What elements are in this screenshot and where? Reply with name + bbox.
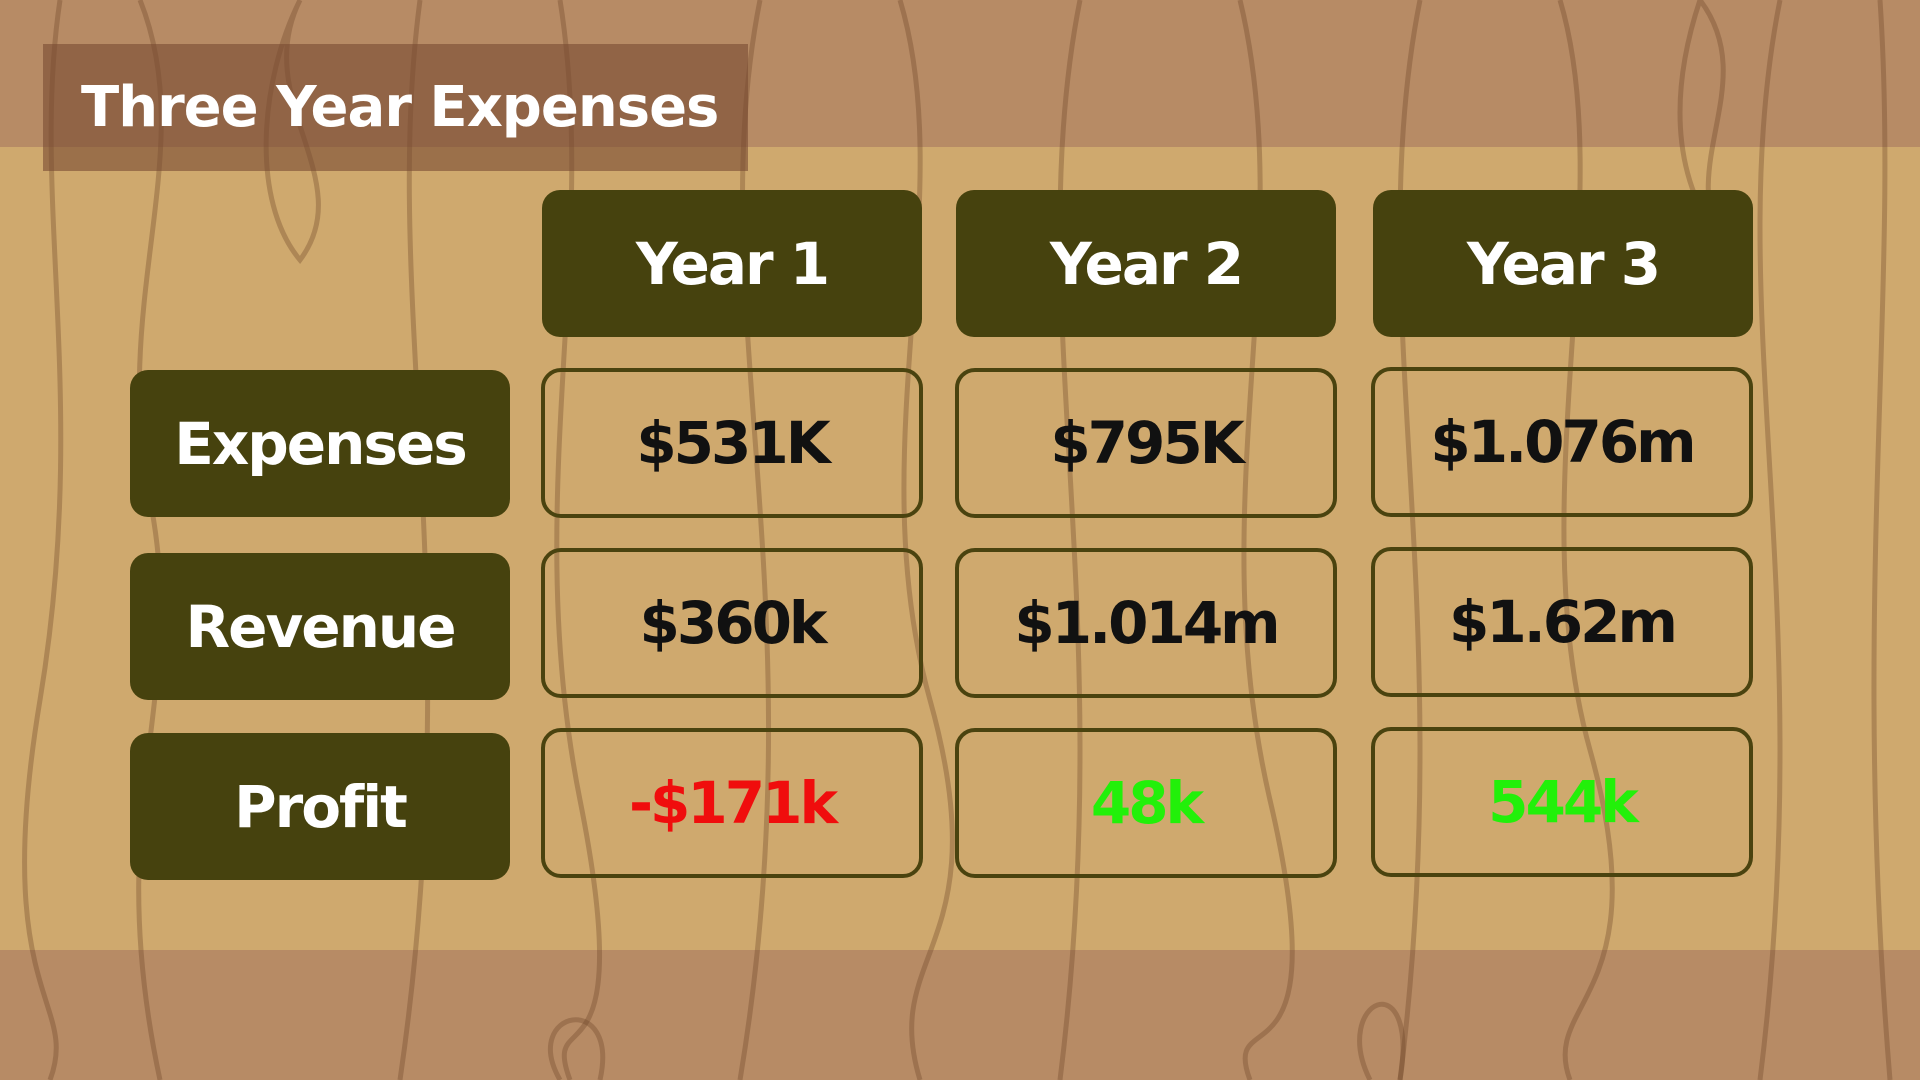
page-title: Three Year Expenses bbox=[81, 75, 719, 140]
row-label-expenses: Expenses bbox=[130, 370, 510, 517]
cell-profit-year-2: 48k bbox=[955, 728, 1337, 878]
cell-expenses-year-3: $1.076m bbox=[1371, 367, 1753, 517]
title-banner: Three Year Expenses bbox=[43, 44, 748, 171]
bottom-wood-band bbox=[0, 950, 1920, 1080]
cell-revenue-year-3: $1.62m bbox=[1371, 547, 1753, 697]
row-label-profit: Profit bbox=[130, 733, 510, 880]
cell-profit-year-3: 544k bbox=[1371, 727, 1753, 877]
column-header-year-2: Year 2 bbox=[956, 190, 1336, 337]
row-label-revenue: Revenue bbox=[130, 553, 510, 700]
column-header-year-1: Year 1 bbox=[542, 190, 922, 337]
cell-revenue-year-1: $360k bbox=[541, 548, 923, 698]
column-header-year-3: Year 3 bbox=[1373, 190, 1753, 337]
cell-expenses-year-1: $531K bbox=[541, 368, 923, 518]
cell-expenses-year-2: $795K bbox=[955, 368, 1337, 518]
cell-profit-year-1: -$171k bbox=[541, 728, 923, 878]
cell-revenue-year-2: $1.014m bbox=[955, 548, 1337, 698]
